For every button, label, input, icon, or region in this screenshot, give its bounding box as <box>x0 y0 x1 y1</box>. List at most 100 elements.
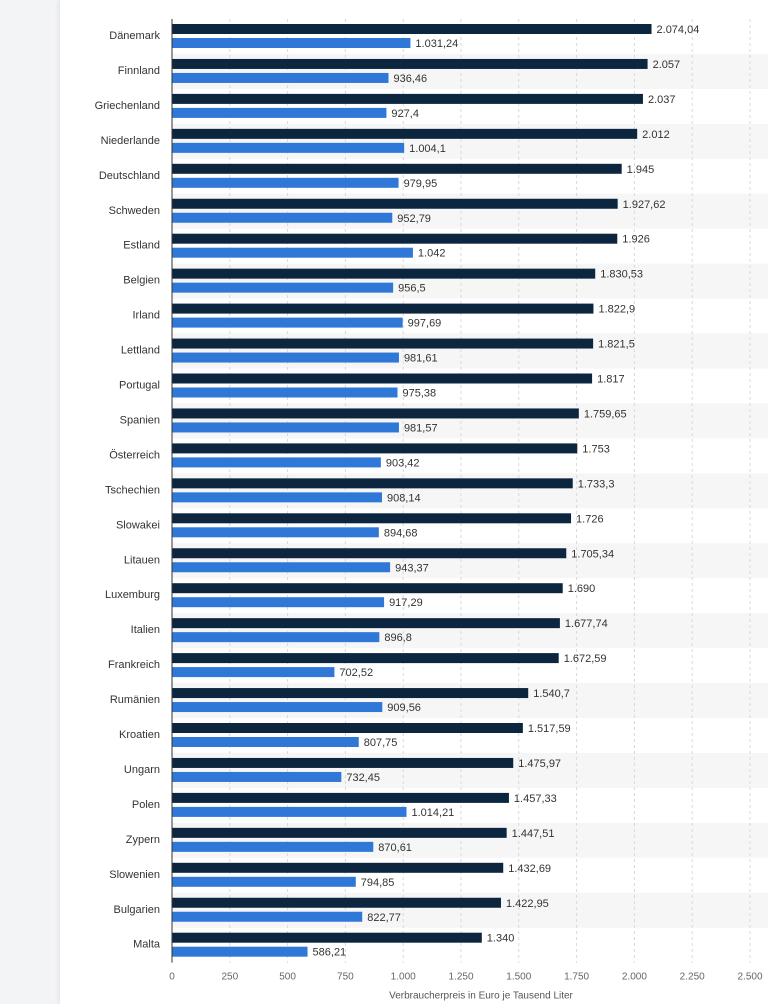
row-bands <box>172 53 768 928</box>
category-label: Lettland <box>121 345 160 357</box>
bar <box>172 806 407 817</box>
data-label: 1.004,1 <box>409 143 446 155</box>
data-label: 975,38 <box>403 388 437 400</box>
data-label: 908,14 <box>387 492 421 504</box>
bar <box>172 597 385 608</box>
x-tick-label: 1.250 <box>448 972 473 983</box>
data-label: 997,69 <box>408 318 442 330</box>
x-tick-label: 1.750 <box>564 972 589 983</box>
category-label: Luxemburg <box>105 589 160 601</box>
bar <box>172 513 572 524</box>
bar <box>172 841 374 852</box>
category-label: Zypern <box>126 834 160 846</box>
bar <box>172 548 567 559</box>
x-tick-label: 750 <box>337 972 354 983</box>
category-label: Slowakei <box>116 519 160 531</box>
bar <box>172 303 594 314</box>
bar <box>172 737 359 747</box>
bar <box>172 443 578 454</box>
data-label: 1.726 <box>576 513 604 525</box>
data-label: 909,56 <box>387 702 421 714</box>
data-label: 1.945 <box>627 164 655 176</box>
data-label: 1.690 <box>568 583 596 595</box>
category-label: Belgien <box>123 275 160 287</box>
x-tick-label: 2.250 <box>680 972 705 983</box>
category-label: Malta <box>133 939 161 951</box>
category-label: Kroatien <box>119 729 160 741</box>
bars: 2.074,04 1.031,24 2.057 936,46 2.037 927,4 2.0… <box>172 24 699 959</box>
category-label: Finnland <box>118 65 160 77</box>
data-label: 1.340 <box>487 933 515 945</box>
data-label: 1.031,24 <box>415 38 458 50</box>
bar <box>172 688 529 699</box>
data-label: 1.817 <box>597 374 625 386</box>
data-label: 952,79 <box>397 213 431 225</box>
bar <box>172 911 363 922</box>
category-label: Polen <box>132 799 160 811</box>
data-label: 1.014,21 <box>411 807 454 819</box>
x-tick-label: 2.000 <box>622 972 647 983</box>
bar <box>172 478 573 489</box>
data-label: 794,85 <box>361 877 395 889</box>
data-label: 1.475,97 <box>518 758 561 770</box>
data-label: 1.422,95 <box>506 898 549 910</box>
bar <box>172 373 593 384</box>
data-label: 1.733,3 <box>578 478 615 490</box>
bar <box>172 93 643 104</box>
bar <box>172 282 394 293</box>
bar <box>172 38 411 48</box>
data-label: 1.042 <box>418 248 446 260</box>
data-label: 1.672,59 <box>564 653 607 665</box>
category-label: Deutschland <box>99 170 160 182</box>
category-label: Frankreich <box>108 659 160 671</box>
bar <box>172 212 393 223</box>
bar <box>172 142 405 153</box>
bar <box>172 352 399 363</box>
data-label: 2.012 <box>642 129 670 141</box>
bar <box>172 198 618 209</box>
bar <box>172 457 381 468</box>
bar <box>172 946 308 957</box>
bar <box>172 932 482 943</box>
bar <box>172 422 399 433</box>
bar <box>172 876 356 887</box>
data-label: 1.830,53 <box>600 269 643 281</box>
bar <box>172 792 509 803</box>
data-label: 807,75 <box>364 737 398 749</box>
category-label: Bulgarien <box>114 904 160 916</box>
data-label: 1.927,62 <box>623 199 666 211</box>
x-tick-label: 0 <box>169 972 175 983</box>
bar <box>172 233 618 244</box>
bar <box>172 723 523 733</box>
data-label: 822,77 <box>367 912 401 924</box>
x-tick-label: 1.000 <box>391 972 416 983</box>
data-label: 2.037 <box>648 94 676 106</box>
data-label: 896,8 <box>384 632 412 644</box>
bar <box>172 72 389 83</box>
data-label: 1.753 <box>582 443 610 455</box>
data-label: 979,95 <box>404 178 438 190</box>
data-label: 956,5 <box>398 283 426 295</box>
category-label: Dänemark <box>109 30 160 42</box>
chart-card: 2.074,04 1.031,24 2.057 936,46 2.037 927,4 2.0… <box>60 0 768 1004</box>
bar <box>172 771 342 782</box>
bar <box>172 387 398 398</box>
bar <box>172 58 648 69</box>
category-label: Estland <box>123 240 160 252</box>
x-tick-label: 2.500 <box>737 972 762 983</box>
x-tick-label: 250 <box>221 972 238 983</box>
bar <box>172 827 507 838</box>
data-label: 1.457,33 <box>514 793 557 805</box>
category-labels: Dänemark Finnland Griechenland Niederlande D… <box>95 30 161 951</box>
bar <box>172 757 514 768</box>
bar <box>172 653 559 664</box>
bar <box>172 897 501 908</box>
data-label: 1.926 <box>622 234 650 246</box>
category-label: Slowenien <box>109 869 160 881</box>
bar <box>172 247 413 258</box>
x-tick-label: 500 <box>279 972 296 983</box>
category-label: Italien <box>131 624 160 636</box>
data-label: 586,21 <box>313 947 347 959</box>
x-axis-ticks: 0 250 500 750 1.000 1.250 1.500 1.750 2.000 2.250… <box>169 972 763 983</box>
data-label: 894,68 <box>384 527 418 539</box>
